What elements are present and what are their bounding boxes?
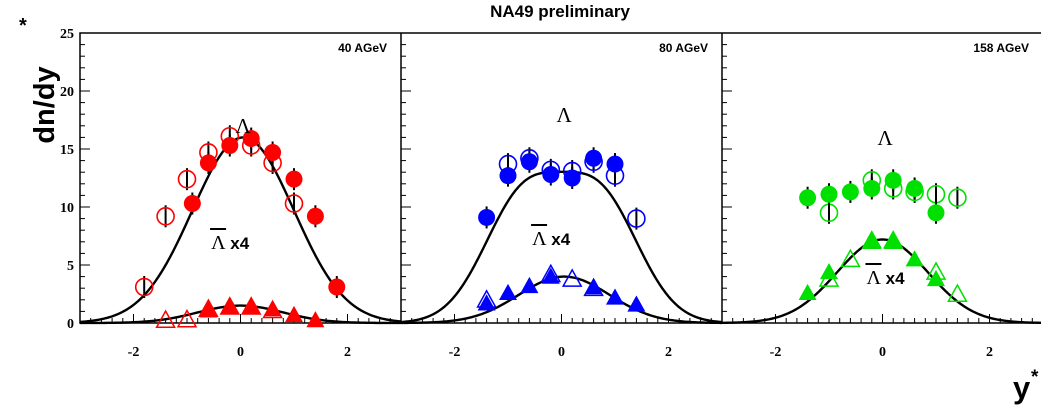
antilambda-open-point — [561, 268, 583, 287]
y-tick-label: 0 — [67, 317, 74, 332]
lambda-filled-point — [183, 195, 201, 213]
y-tick-label: 5 — [67, 259, 74, 274]
lambda-filled-point — [478, 208, 496, 226]
antilambda-filled-point — [820, 262, 838, 280]
lambda-label: Λ — [236, 114, 252, 138]
antilambda-open-point — [176, 308, 198, 328]
lambda-open-point — [177, 169, 197, 189]
energy-label: 80 AGeV — [659, 41, 708, 55]
lambda-open-point — [134, 277, 154, 297]
antilambda-symbol: Λ — [211, 232, 226, 254]
chart-title: NA49 preliminary — [490, 2, 630, 21]
x-tick-label: 2 — [665, 345, 672, 360]
lambda-filled-point — [906, 179, 924, 197]
x-tick-label: 0 — [558, 345, 565, 360]
y-tick-label: 20 — [60, 85, 74, 100]
lambda-fit-curve — [400, 170, 723, 324]
lambda-filled-point — [499, 167, 517, 185]
x-tick-label: 2 — [986, 345, 993, 360]
antilambda-filled-point — [627, 295, 646, 312]
lambda-filled-point — [585, 149, 603, 167]
antilambda-filled-point — [499, 283, 517, 301]
antilambda-label: Λ x4 — [866, 267, 905, 289]
x-axis-label: y — [1013, 370, 1031, 405]
lambda-filled-point — [264, 143, 282, 161]
antilambda-open-point — [155, 309, 176, 329]
x-tick-label: 0 — [237, 345, 244, 360]
lambda-filled-point — [884, 171, 902, 189]
y-tick-label: 25 — [60, 27, 74, 42]
lambda-filled-point — [542, 166, 560, 184]
lambda-filled-point — [221, 137, 239, 155]
y-axis-title: dn/dy * — [19, 15, 61, 144]
y-axis-label: dn/dy — [29, 66, 61, 143]
lambda-filled-point — [306, 207, 324, 225]
lambda-filled-point — [285, 170, 303, 188]
antilambda-label: Λ x4 — [211, 232, 250, 254]
x-tick-label: -2 — [770, 345, 782, 360]
lambda-label: Λ — [878, 126, 894, 150]
x-tick-label: 2 — [344, 345, 351, 360]
antilambda-fit-curve — [721, 238, 1041, 325]
antilambda-filled-point — [477, 294, 496, 311]
antilambda-fit-curve — [400, 275, 723, 325]
antilambda-filled-point — [306, 311, 325, 328]
antilambda-scale: x4 — [547, 230, 571, 249]
lambda-filled-point — [520, 153, 538, 171]
antilambda-scale: x4 — [226, 234, 250, 253]
antilambda-filled-point — [927, 269, 945, 287]
lambda-open-point — [627, 209, 646, 228]
antilambda-filled-point — [606, 288, 624, 305]
lambda-filled-point — [820, 185, 838, 203]
antilambda-filled-point — [584, 278, 603, 295]
lambda-filled-point — [863, 179, 881, 197]
antilambda-open-point — [840, 248, 861, 268]
lambda-open-point — [948, 188, 967, 208]
antilambda-filled-point — [541, 267, 560, 284]
lambda-filled-point — [328, 278, 346, 296]
y-tick-label: 15 — [60, 143, 74, 158]
x-axis-title: y * — [1013, 367, 1039, 405]
antilambda-filled-point — [798, 283, 817, 301]
energy-label: 158 AGeV — [973, 41, 1029, 55]
lambda-filled-point — [841, 183, 859, 201]
energy-label: 40 AGeV — [338, 41, 387, 55]
lambda-open-point — [284, 194, 304, 213]
antilambda-filled-point — [220, 297, 239, 314]
antilambda-symbol: Λ — [532, 228, 547, 250]
antilambda-symbol: Λ — [866, 267, 881, 289]
y-tick-label: 10 — [60, 201, 74, 216]
antilambda-scale: x4 — [881, 269, 905, 288]
lambda-filled-point — [563, 169, 581, 187]
antilambda-filled-point — [862, 232, 881, 249]
y-axis-label-superscript: * — [19, 15, 27, 37]
antilambda-filled-point — [520, 276, 539, 294]
lambda-label: Λ — [557, 103, 573, 127]
lambda-open-point — [156, 206, 175, 226]
antilambda-open-point — [947, 283, 968, 302]
lambda-fit-curve — [79, 136, 402, 324]
lambda-filled-point — [242, 130, 260, 148]
antilambda-filled-point — [905, 250, 924, 267]
lambda-filled-point — [199, 154, 217, 172]
x-tick-label: -2 — [449, 345, 461, 360]
x-axis-label-superscript: * — [1031, 367, 1039, 388]
x-tick-label: -2 — [128, 345, 140, 360]
antilambda-fit-curve — [80, 304, 401, 325]
lambda-filled-point — [799, 189, 817, 207]
antilambda-filled-point — [263, 300, 282, 317]
antilambda-filled-point — [884, 232, 903, 249]
lambda-filled-point — [606, 155, 624, 173]
antilambda-filled-point — [199, 301, 218, 318]
lambda-filled-point — [927, 204, 945, 222]
antilambda-label: Λ x4 — [532, 228, 571, 250]
antilambda-filled-point — [242, 297, 261, 314]
x-tick-label: 0 — [879, 345, 886, 360]
antilambda-filled-point — [285, 305, 303, 323]
